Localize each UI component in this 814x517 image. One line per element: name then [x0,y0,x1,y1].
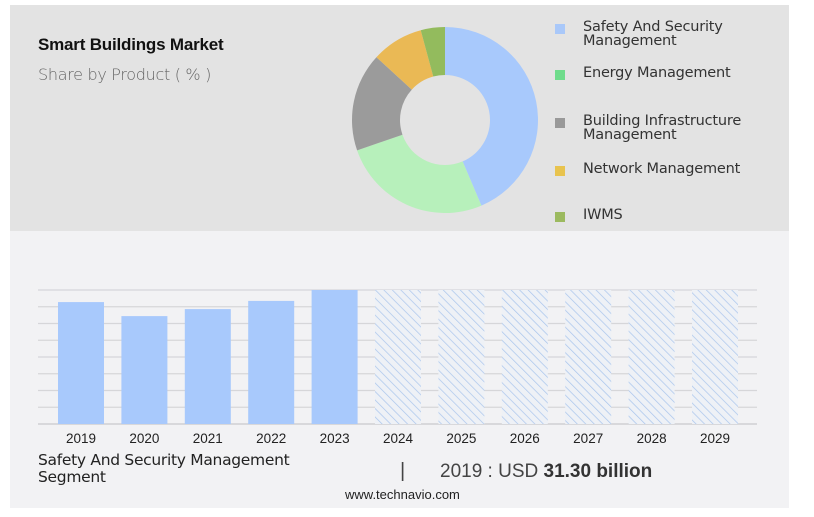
divider: | [400,460,406,482]
value-bold: 31.30 billion [543,461,653,482]
x-tick-label: 2026 [510,431,540,446]
legend-swatch [555,70,565,80]
x-tick-label: 2028 [637,431,667,446]
x-tick-label: 2024 [383,431,414,446]
chart-subtitle: Share by Product ( % ) [38,65,212,84]
bar-2021 [184,309,231,424]
bar-chart: 2019 2020 2021 2022 2023 2024 2025 2026 2027 2028… [38,289,757,446]
segment-label: Safety And Security Management Segment [38,451,290,486]
source-link[interactable]: www.technavio.com [345,487,460,502]
legend-label: IWMS [583,207,623,223]
forecast-bar-2027 [565,290,612,424]
x-axis-labels: 2019 2020 2021 2022 2023 2024 2025 2026 2027 2028… [66,431,730,446]
x-tick-label: 2027 [573,431,603,446]
forecast-bar-2028 [628,290,675,424]
x-tick-label: 2019 [66,431,96,446]
bar-2019 [58,302,104,424]
x-tick-label: 2020 [129,431,159,446]
legend-swatch [555,166,565,176]
bar-2020 [121,316,168,424]
pie-slice-iwms [420,27,445,77]
legend-swatch [555,212,565,222]
pie-legend: Safety And Security Management Energy Man… [555,5,789,231]
legend-swatch [555,118,565,128]
chart-title: Smart Buildings Market [38,35,224,54]
forecast-bar-2026 [501,290,548,424]
pie-slice-network-management [376,30,434,90]
x-tick-label: 2029 [700,431,730,446]
x-tick-label: 2023 [320,431,350,446]
x-tick-label: 2021 [193,431,223,446]
pie-slice-energy-management [357,134,482,213]
pie-slice-safety-and-security-management [445,27,538,206]
value-prefix: 2019 : USD [440,461,544,482]
forecast-bar-2029 [692,290,738,424]
bars [58,290,738,424]
donut-chart [352,27,538,213]
legend-swatch [555,24,565,34]
x-tick-label: 2025 [446,431,476,446]
legend-label: Energy Management [583,65,731,81]
bar-2022 [248,300,295,424]
legend-label: Network Management [583,161,741,177]
pie-slice-building-infrastructure-management [352,57,412,151]
legend-label: Safety And Security Management [583,19,723,49]
forecast-bar-2025 [438,290,485,424]
x-tick-label: 2022 [256,431,286,446]
bar-2023 [311,290,358,424]
segment-value: 2019 : USD 31.30 billion [440,461,652,483]
legend-label: Building Infrastructure Management [583,113,742,143]
forecast-bar-2024 [375,290,421,424]
